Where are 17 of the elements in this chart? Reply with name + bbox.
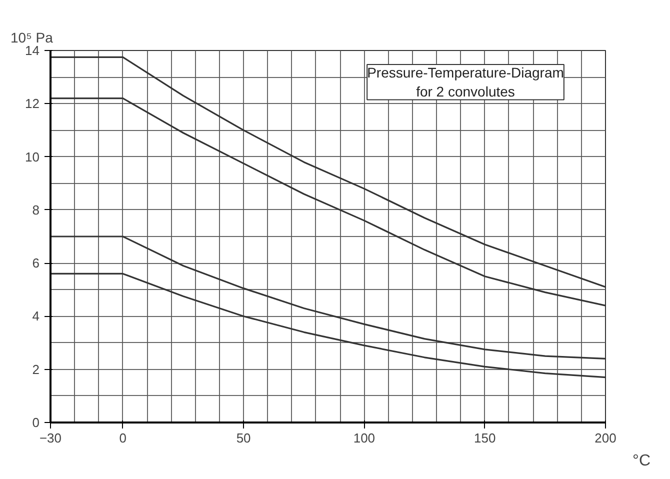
y-tick-label: 14 (25, 43, 40, 58)
y-tick-label: 6 (32, 256, 40, 271)
y-tick-label: 2 (32, 362, 40, 377)
x-tick-label: −30 (39, 430, 62, 446)
y-tick-label: 12 (25, 96, 40, 112)
x-tick-label: 0 (119, 430, 127, 446)
y-tick-label: 4 (32, 308, 40, 324)
y-tick-label: 10 (25, 149, 40, 164)
y-axis-title: 10⁵ Pa (10, 30, 54, 46)
text: Pressure-Temperature-Diagram for 2 convolutes (367, 64, 564, 100)
x-tick-label: 50 (236, 430, 251, 446)
x-tick-label: 200 (594, 430, 616, 446)
y-tick-label: 8 (32, 202, 40, 218)
y-tick-label: 0 (32, 415, 40, 430)
x-tick-label: 150 (474, 430, 496, 446)
x-axis-title: °C (632, 452, 650, 470)
x-tick-label: 100 (353, 430, 376, 446)
